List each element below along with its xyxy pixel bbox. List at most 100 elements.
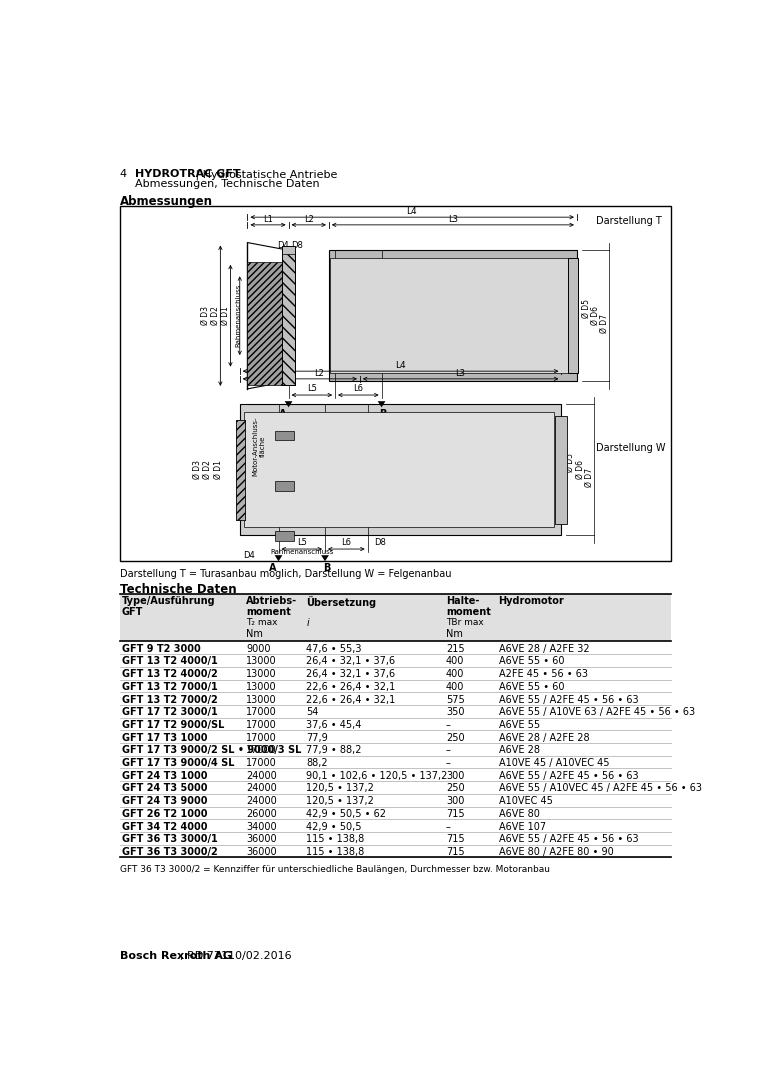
Polygon shape (274, 555, 282, 562)
Polygon shape (284, 401, 292, 407)
Text: Halte-: Halte- (446, 596, 480, 606)
Text: Ø D2: Ø D2 (210, 307, 220, 325)
Text: 575: 575 (446, 695, 465, 705)
Text: 26000: 26000 (246, 808, 277, 819)
Text: 13000: 13000 (246, 682, 277, 692)
Text: A6VE 28 / A2FE 32: A6VE 28 / A2FE 32 (499, 644, 589, 654)
Bar (120, 594, 671, 642)
Text: L6: L6 (341, 539, 351, 548)
Text: L2: L2 (304, 215, 314, 224)
Text: A6VE 55 • 60: A6VE 55 • 60 (499, 682, 564, 692)
Text: GFT 24 T3 5000: GFT 24 T3 5000 (122, 783, 207, 793)
Text: GFT 17 T2 9000/SL: GFT 17 T2 9000/SL (122, 720, 224, 730)
Text: Nm: Nm (246, 630, 263, 639)
Text: 42,9 • 50,5 • 62: 42,9 • 50,5 • 62 (306, 808, 386, 819)
Text: 13000: 13000 (246, 669, 277, 680)
Text: i: i (306, 619, 309, 628)
Text: Abmessungen, Technische Daten: Abmessungen, Technische Daten (135, 179, 320, 190)
Text: 36000: 36000 (246, 847, 277, 858)
Text: 77,9: 77,9 (306, 733, 328, 743)
Bar (274, 481, 294, 491)
Text: A: A (268, 563, 276, 573)
Text: Motor-Anschluss-
fläche: Motor-Anschluss- fläche (257, 286, 270, 346)
Bar (331, 257, 569, 373)
Text: 9000: 9000 (246, 644, 271, 654)
Text: Ø D7: Ø D7 (601, 314, 609, 333)
Text: 17000: 17000 (246, 745, 277, 755)
Text: 26,4 • 32,1 • 37,6: 26,4 • 32,1 • 37,6 (306, 657, 396, 667)
Text: 300: 300 (446, 770, 464, 781)
Text: GFT 26 T2 1000: GFT 26 T2 1000 (122, 808, 207, 819)
Text: 400: 400 (446, 657, 464, 667)
Text: L4: L4 (406, 207, 417, 216)
Text: L5: L5 (307, 384, 317, 394)
Text: GFT 17 T3 1000: GFT 17 T3 1000 (122, 733, 207, 743)
Text: A6VE 80: A6VE 80 (499, 808, 540, 819)
Text: GFT 13 T2 4000/2: GFT 13 T2 4000/2 (122, 669, 217, 680)
Bar (236, 420, 245, 519)
Bar (120, 205, 671, 562)
Text: B: B (379, 409, 387, 419)
Text: GFT 17 T2 3000/1: GFT 17 T2 3000/1 (122, 707, 217, 717)
Text: 715: 715 (446, 808, 464, 819)
Text: D4: D4 (244, 551, 255, 560)
Text: 300: 300 (446, 796, 464, 806)
Text: Bosch Rexroth AG: Bosch Rexroth AG (120, 951, 231, 961)
Bar (282, 247, 295, 385)
Text: A10VEC 45: A10VEC 45 (499, 796, 553, 806)
Text: Technische Daten: Technische Daten (120, 583, 236, 596)
Text: 13000: 13000 (246, 695, 277, 705)
Text: A6VE 55 / A2FE 45 • 56 • 63: A6VE 55 / A2FE 45 • 56 • 63 (499, 695, 638, 705)
Text: 13000: 13000 (246, 657, 277, 667)
Text: 120,5 • 137,2: 120,5 • 137,2 (306, 796, 374, 806)
Text: –: – (446, 758, 451, 768)
Text: Ø D3: Ø D3 (193, 460, 202, 479)
Bar (247, 262, 288, 385)
Bar (244, 412, 554, 527)
Text: moment: moment (246, 608, 291, 618)
Bar (567, 257, 578, 373)
Text: GFT 17 T3 9000/4 SL: GFT 17 T3 9000/4 SL (122, 758, 234, 768)
Polygon shape (378, 401, 386, 407)
Text: 115 • 138,8: 115 • 138,8 (306, 835, 365, 844)
Text: 42,9 • 50,5: 42,9 • 50,5 (306, 822, 362, 831)
Text: Nm: Nm (446, 630, 463, 639)
Text: 400: 400 (446, 669, 464, 680)
Text: A6VE 55 / A10VEC 45 / A2FE 45 • 56 • 63: A6VE 55 / A10VEC 45 / A2FE 45 • 56 • 63 (499, 783, 702, 793)
Text: 26,4 • 32,1 • 37,6: 26,4 • 32,1 • 37,6 (306, 669, 396, 680)
Text: 250: 250 (446, 733, 464, 743)
Bar (236, 420, 245, 519)
Text: 24000: 24000 (246, 796, 277, 806)
Text: 34000: 34000 (246, 822, 277, 831)
Text: , RD 77110/02.2016: , RD 77110/02.2016 (180, 951, 291, 961)
Text: A: A (278, 409, 286, 419)
Text: | Hydrostatische Antriebe: | Hydrostatische Antriebe (193, 169, 338, 180)
Text: 250: 250 (446, 783, 464, 793)
Bar (274, 531, 294, 540)
Text: Abtriebs-: Abtriebs- (246, 596, 297, 606)
Text: Motor-Anschluss-
fläche: Motor-Anschluss- fläche (253, 417, 266, 477)
Text: GFT 17 T3 9000/2 SL • 9000/3 SL: GFT 17 T3 9000/2 SL • 9000/3 SL (122, 745, 301, 755)
Text: L3: L3 (456, 369, 466, 379)
Text: 715: 715 (446, 847, 464, 858)
Text: L5: L5 (297, 539, 307, 548)
Text: GFT 36 T3 3000/2 = Kennziffer für unterschiedliche Baulängen, Durchmesser bzw. M: GFT 36 T3 3000/2 = Kennziffer für unters… (120, 865, 550, 874)
Text: 215: 215 (446, 644, 464, 654)
Text: 47,6 • 55,3: 47,6 • 55,3 (306, 644, 362, 654)
Text: A6VE 55 / A2FE 45 • 56 • 63: A6VE 55 / A2FE 45 • 56 • 63 (499, 835, 638, 844)
Bar (329, 250, 577, 381)
Text: GFT 34 T2 4000: GFT 34 T2 4000 (122, 822, 207, 831)
Bar (555, 416, 567, 524)
Bar (240, 405, 561, 536)
Text: Ø D6: Ø D6 (575, 460, 584, 479)
Text: Ø D5: Ø D5 (566, 453, 575, 471)
Text: Übersetzung: Übersetzung (306, 596, 376, 608)
Text: 350: 350 (446, 707, 464, 717)
Text: Rahmenanschluss: Rahmenanschluss (271, 549, 334, 555)
Text: Ø D7: Ø D7 (584, 468, 594, 487)
Text: 88,2: 88,2 (306, 758, 328, 768)
Text: B: B (323, 563, 330, 573)
Text: Hydromotor: Hydromotor (499, 596, 564, 606)
Text: 4: 4 (120, 169, 126, 179)
Text: 17000: 17000 (246, 733, 277, 743)
